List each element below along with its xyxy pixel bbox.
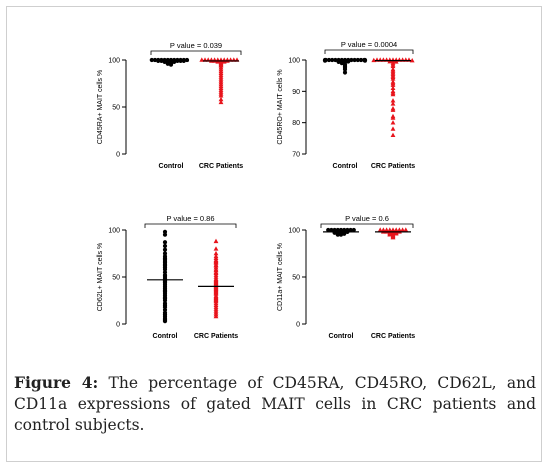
- control-point: [326, 227, 331, 233]
- crc-point: [390, 132, 396, 137]
- crc-point: [409, 58, 415, 63]
- crc-point: [213, 246, 219, 251]
- y-axis-label: CD62L+ MAIT cells %: [97, 243, 104, 312]
- p-value-label: P value = 0.86: [166, 214, 214, 223]
- x-category-label: CRC Patients: [371, 163, 415, 170]
- crc-point: [390, 82, 396, 87]
- x-category-label: CRC Patients: [371, 333, 415, 340]
- chart-panel-4: 0 50 100 CD11a+ MAIT cells % Control CRC Pati…: [277, 214, 415, 340]
- p-value-bracket: [144, 223, 237, 228]
- crc-point: [390, 63, 396, 69]
- y-tick-label: 70: [292, 152, 300, 159]
- control-point: [338, 232, 344, 237]
- crc-point: [393, 231, 399, 236]
- p-value-label: P value = 0.6: [345, 214, 389, 223]
- p-value-bracket: [150, 50, 242, 55]
- crc-point: [218, 99, 224, 105]
- y-tick-label: 50: [112, 275, 120, 282]
- crc-point: [371, 57, 377, 63]
- crc-point: [390, 98, 396, 103]
- crc-point: [393, 59, 399, 64]
- crc-point: [377, 227, 383, 232]
- control-point: [342, 67, 348, 72]
- crc-point: [213, 313, 219, 319]
- control-point: [165, 61, 170, 66]
- caption-label: Figure 4:: [14, 373, 99, 392]
- x-category-label: Control: [333, 163, 358, 170]
- crc-point: [218, 93, 224, 98]
- crc-point: [400, 227, 405, 232]
- control-point: [162, 319, 168, 324]
- y-tick-label: 50: [112, 105, 120, 112]
- control-point: [329, 227, 334, 233]
- control-point: [339, 61, 344, 66]
- crc-point: [213, 238, 219, 244]
- y-tick-label: 100: [108, 58, 120, 65]
- control-point: [342, 70, 348, 75]
- chart-panel-3: 0 50 100 CD62L+ MAIT cells % Control CRC Pati…: [97, 214, 238, 340]
- y-tick-label: 0: [296, 322, 300, 329]
- crc-point: [390, 234, 396, 240]
- crc-point: [390, 126, 396, 131]
- control-point: [342, 231, 347, 236]
- y-axis-label: CD45RA+ MAIT cells %: [97, 70, 104, 144]
- y-tick-label: 100: [288, 228, 300, 235]
- control-point: [149, 57, 154, 63]
- crc-point: [403, 227, 409, 232]
- chart-panel-2: 70 80 90 100 CD45RO+ MAIT cells % Control CRC …: [277, 40, 415, 170]
- p-value-bracket: [320, 223, 414, 228]
- y-tick-label: 80: [292, 120, 300, 127]
- y-axis-label: CD45RO+ MAIT cells %: [277, 69, 284, 144]
- p-value-label: P value = 0.039: [170, 41, 222, 50]
- p-value-label: P value = 0.0004: [341, 40, 397, 49]
- figure-caption: Figure 4: The percentage of CD45RA, CD45…: [14, 372, 536, 436]
- p-value-bracket: [324, 49, 414, 54]
- crc-point: [390, 101, 396, 106]
- crc-point: [387, 232, 393, 237]
- crc-point: [390, 107, 396, 112]
- control-point: [335, 232, 340, 237]
- charts-area: 0 50 100 CD45RA+ MAIT cells % Control CRC Pat…: [97, 40, 415, 340]
- figure-frame: [6, 6, 542, 462]
- crc-point: [390, 115, 396, 120]
- y-axis-label: CD11a+ MAIT cells %: [277, 243, 284, 311]
- y-tick-label: 90: [292, 89, 300, 96]
- chart-panel-1: 0 50 100 CD45RA+ MAIT cells % Control CRC Pat…: [97, 41, 243, 170]
- control-point: [162, 243, 168, 249]
- control-point: [162, 247, 168, 252]
- control-point: [162, 232, 168, 237]
- crc-point: [390, 120, 396, 125]
- control-point: [348, 227, 353, 233]
- crc-point: [218, 96, 224, 102]
- crc-point: [390, 85, 396, 90]
- y-tick-label: 100: [288, 58, 300, 65]
- y-tick-label: 0: [116, 152, 120, 159]
- control-point: [362, 58, 368, 63]
- crc-point: [390, 76, 396, 81]
- x-category-label: Control: [329, 333, 354, 340]
- control-point: [351, 227, 356, 233]
- y-tick-label: 100: [108, 228, 120, 235]
- x-category-label: Control: [153, 333, 178, 340]
- control-point: [168, 62, 174, 67]
- x-category-label: CRC Patients: [199, 163, 243, 170]
- x-category-label: CRC Patients: [194, 333, 238, 340]
- crc-point: [213, 250, 219, 256]
- control-point: [162, 240, 168, 245]
- control-point: [322, 58, 328, 63]
- crc-point: [390, 91, 396, 97]
- y-tick-label: 0: [116, 322, 120, 329]
- y-tick-label: 50: [292, 275, 300, 282]
- x-category-label: Control: [159, 163, 184, 170]
- caption-text: The percentage of CD45RA, CD45RO, CD62L,…: [14, 374, 536, 434]
